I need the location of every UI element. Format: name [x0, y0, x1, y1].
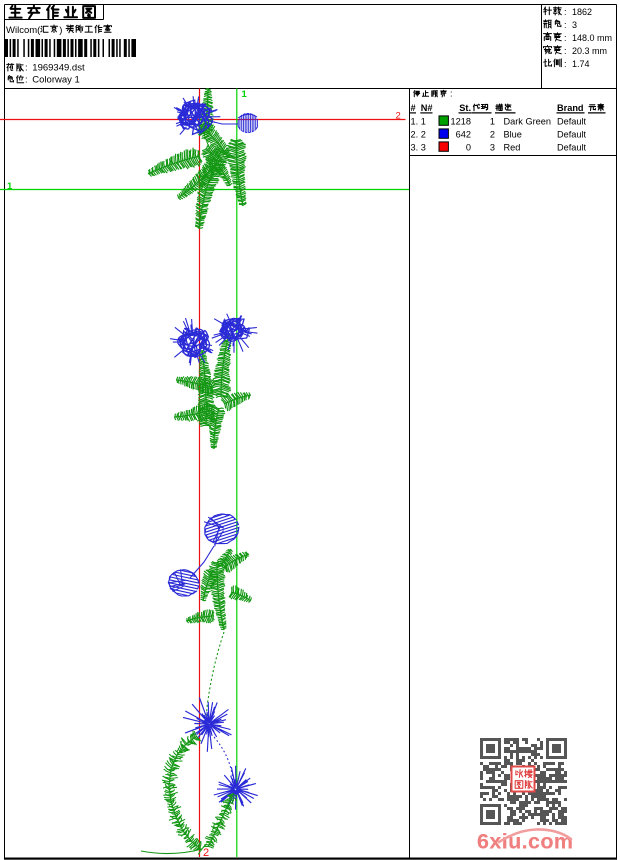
- svg-text:2: 2: [490, 130, 495, 140]
- svg-text::: :: [564, 20, 567, 30]
- svg-text:Blue: Blue: [504, 130, 522, 140]
- svg-text:#: #: [411, 103, 416, 113]
- svg-text:0: 0: [466, 143, 471, 153]
- svg-text:3: 3: [490, 143, 495, 153]
- svg-text:6xiu.com: 6xiu.com: [477, 830, 573, 854]
- svg-text:1: 1: [7, 181, 13, 192]
- svg-text:N#: N#: [421, 103, 433, 113]
- svg-text:1.74: 1.74: [572, 59, 590, 69]
- svg-text::: :: [564, 33, 567, 43]
- svg-text:1.: 1.: [411, 117, 419, 127]
- svg-text::: :: [25, 63, 28, 74]
- svg-text:Default: Default: [557, 143, 587, 153]
- svg-text:2: 2: [203, 847, 209, 859]
- svg-text:2: 2: [396, 110, 401, 121]
- svg-text:Default: Default: [557, 117, 587, 127]
- svg-text::: :: [564, 7, 567, 17]
- svg-text:Red: Red: [504, 143, 521, 153]
- svg-text:642: 642: [456, 130, 471, 140]
- svg-text:): ): [59, 25, 62, 36]
- svg-text:1: 1: [421, 117, 426, 127]
- svg-text::: :: [564, 46, 567, 56]
- svg-text:3.: 3.: [411, 143, 419, 153]
- svg-text:Default: Default: [557, 130, 587, 140]
- svg-text:3: 3: [572, 20, 577, 30]
- svg-text::: :: [25, 75, 28, 86]
- svg-text:Colorway 1: Colorway 1: [32, 75, 80, 86]
- svg-text:Brand: Brand: [557, 103, 584, 113]
- svg-text:1969349.dst: 1969349.dst: [32, 63, 85, 74]
- svg-text:2.: 2.: [411, 130, 419, 140]
- svg-text:Dark Green: Dark Green: [504, 117, 552, 127]
- svg-text:Wilcom(: Wilcom(: [6, 25, 41, 36]
- svg-text:3: 3: [421, 143, 426, 153]
- svg-text:20.3 mm: 20.3 mm: [572, 46, 607, 56]
- svg-text::: :: [450, 88, 453, 98]
- svg-text:1: 1: [490, 117, 495, 127]
- svg-text::: :: [564, 59, 567, 69]
- svg-text:2: 2: [421, 130, 426, 140]
- svg-text:1: 1: [242, 89, 248, 100]
- svg-text:1862: 1862: [572, 7, 592, 17]
- svg-text:148.0 mm: 148.0 mm: [572, 33, 612, 43]
- svg-text:1218: 1218: [451, 117, 471, 127]
- svg-text:St.: St.: [459, 103, 471, 113]
